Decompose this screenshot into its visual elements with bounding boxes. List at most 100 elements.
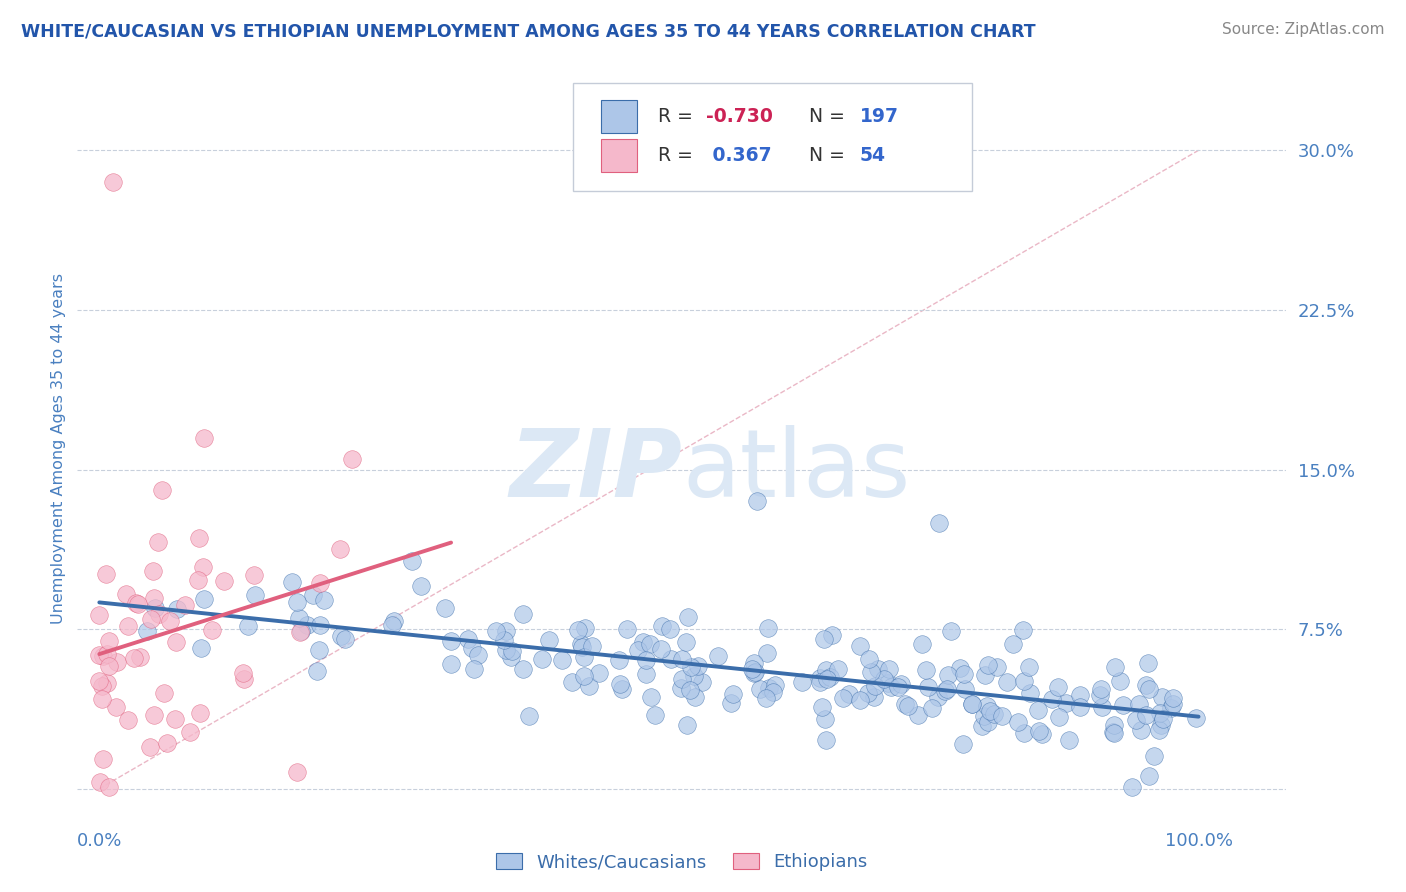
Point [538,632,561,647]
Point [588,665,610,680]
Point [970,719,993,733]
Point [98,634,121,648]
Point [97,780,120,794]
Point [1128,697,1150,711]
Point [814,712,837,726]
Point [644,707,666,722]
Point [976,698,998,713]
Point [1150,718,1173,732]
Point [512,607,534,621]
Point [91,692,114,706]
Point [96,566,118,581]
Point [849,692,872,706]
Point [288,611,311,625]
Point [832,691,855,706]
Point [640,690,662,705]
Point [574,621,596,635]
Text: -0.730: -0.730 [706,107,773,127]
Point [952,737,974,751]
Point [676,718,699,732]
Point [285,764,308,779]
Point [973,708,995,723]
Point [191,559,214,574]
Point [561,674,583,689]
Point [983,707,1005,722]
Text: R =: R = [658,107,699,127]
Point [463,662,485,676]
Point [141,612,163,626]
Point [868,662,890,676]
Point [627,642,650,657]
Point [659,623,682,637]
Point [1149,723,1171,738]
Point [676,610,699,624]
Point [907,708,929,723]
Point [758,681,780,695]
Point [122,651,145,665]
Point [671,652,693,666]
Point [949,661,972,675]
Point [1161,697,1184,711]
Point [1112,698,1135,712]
Point [1139,681,1161,696]
Point [1019,686,1042,700]
Point [440,634,463,648]
Point [607,653,630,667]
FancyBboxPatch shape [574,83,972,191]
Point [813,632,835,646]
Point [741,662,763,676]
Point [814,732,837,747]
Point [494,633,516,648]
Point [917,680,939,694]
Point [692,675,714,690]
Point [381,618,404,632]
Point [440,657,463,671]
Point [236,619,259,633]
Point [1047,710,1070,724]
Point [467,648,489,663]
Point [571,640,593,654]
Point [127,598,149,612]
Point [979,705,1001,719]
Point [1101,725,1123,739]
Point [290,624,312,638]
Point [858,652,880,666]
Point [685,690,707,705]
Point [117,619,139,633]
Point [89,607,111,622]
Point [1121,780,1143,794]
Point [129,650,152,665]
Point [941,624,963,638]
Point [581,639,603,653]
Point [485,624,508,639]
Point [610,682,633,697]
Point [186,573,208,587]
Point [879,680,901,694]
Point [682,669,704,683]
Point [953,682,976,697]
Point [671,673,693,687]
Point [143,601,166,615]
Point [721,687,744,701]
Point [89,648,111,662]
Point [1185,711,1208,725]
Point [1069,689,1091,703]
Point [1012,725,1035,739]
Point [1069,700,1091,714]
Point [1040,692,1063,706]
Point [501,644,523,658]
Point [859,665,882,680]
Point [1012,674,1035,689]
Point [910,637,932,651]
Point [142,564,165,578]
Point [893,697,915,711]
Point [707,649,730,664]
Point [977,715,1000,730]
Point [297,618,319,632]
Point [165,635,187,649]
Point [952,666,974,681]
Y-axis label: Unemployment Among Ages 35 to 44 years: Unemployment Among Ages 35 to 44 years [51,273,66,624]
Point [142,708,165,723]
Point [135,624,157,638]
Point [763,678,786,692]
